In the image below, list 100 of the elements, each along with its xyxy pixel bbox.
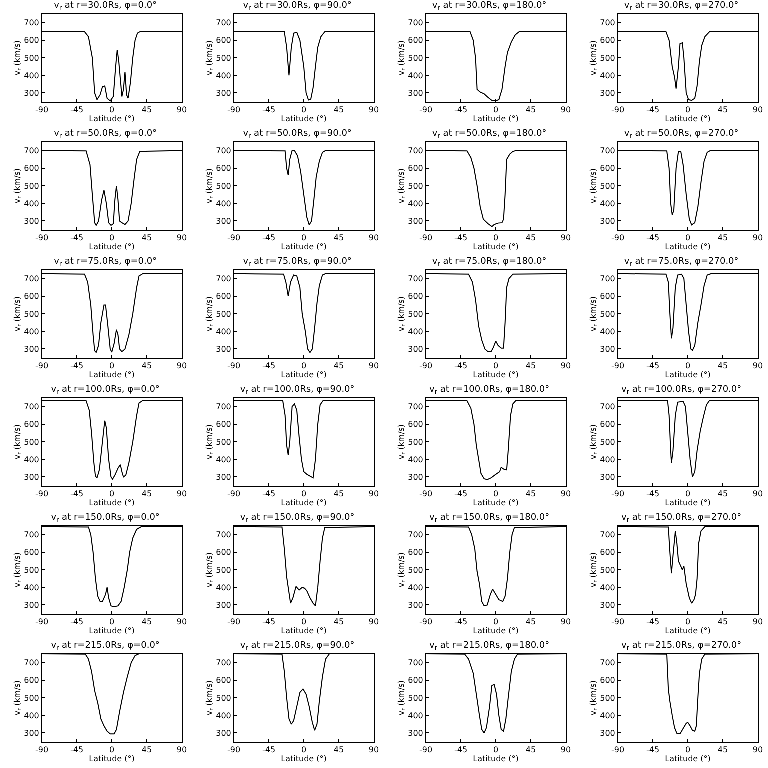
y-tick-label: 700 [408, 18, 424, 28]
x-tick-label: 0 [493, 106, 499, 115]
x-tick-label: 90 [368, 362, 380, 371]
y-tick-label: 400 [24, 711, 40, 720]
x-axis-title: Latitude (°) [473, 626, 519, 636]
x-axis-title: Latitude (°) [473, 114, 519, 124]
y-tick-label: 400 [600, 71, 616, 80]
x-tick-label: 45 [142, 362, 152, 371]
y-tick-label: 700 [600, 274, 616, 284]
y-tick-label: 300 [408, 601, 424, 610]
x-axis-title: Latitude (°) [89, 242, 135, 252]
y-tick-label: 400 [600, 583, 616, 592]
x-tick-label: -90 [35, 618, 49, 627]
x-tick-label: -45 [70, 362, 84, 371]
y-tick-label: 500 [600, 310, 616, 319]
y-tick-label: 400 [24, 455, 40, 464]
y-tick-label: 400 [216, 199, 232, 208]
y-tick-label: 300 [216, 729, 232, 738]
y-tick-label: 400 [216, 455, 232, 464]
x-tick-label: 0 [301, 362, 307, 371]
x-tick-label: 45 [334, 490, 344, 499]
y-tick-label: 300 [408, 345, 424, 354]
y-tick-label: 600 [600, 292, 616, 302]
chart-title: v$_{r}$ at r=150.0Rs, φ=270.0° [622, 513, 742, 524]
x-axis-title: Latitude (°) [473, 370, 519, 380]
x-tick-label: 90 [752, 490, 764, 499]
y-tick-label: 300 [600, 601, 616, 610]
x-tick-label: 90 [560, 106, 572, 115]
y-tick-label: 500 [24, 566, 40, 575]
chart-title: v$_{r}$ at r=215.0Rs, φ=0.0° [51, 641, 160, 652]
x-tick-label: 90 [176, 234, 188, 243]
y-tick-label: 300 [24, 729, 40, 738]
x-tick-label: 0 [493, 490, 499, 499]
x-tick-label: 90 [176, 746, 188, 755]
y-tick-label: 700 [600, 18, 616, 28]
y-tick-label: 700 [216, 658, 232, 668]
x-tick-label: -90 [35, 234, 49, 243]
chart-title: v$_{r}$ at r=50.0Rs, φ=270.0° [624, 129, 739, 140]
x-tick-label: -90 [35, 746, 49, 755]
x-tick-label: -90 [611, 234, 625, 243]
y-tick-label: 500 [24, 694, 40, 703]
y-tick-label: 400 [408, 199, 424, 208]
y-tick-label: 500 [408, 566, 424, 575]
y-tick-label: 400 [600, 711, 616, 720]
x-tick-label: -90 [227, 746, 241, 755]
x-tick-label: -90 [35, 106, 49, 115]
y-tick-label: 600 [216, 548, 232, 558]
y-tick-label: 700 [24, 658, 40, 668]
y-tick-label: 600 [600, 420, 616, 430]
x-tick-label: 45 [718, 106, 728, 115]
x-axis-title: Latitude (°) [665, 754, 711, 764]
x-tick-label: 45 [526, 106, 536, 115]
x-tick-label: 0 [109, 746, 115, 755]
y-tick-label: 400 [408, 455, 424, 464]
x-tick-label: -90 [419, 106, 433, 115]
x-axis-title: Latitude (°) [281, 114, 327, 124]
x-tick-label: 0 [301, 618, 307, 627]
x-axis-title: Latitude (°) [473, 242, 519, 252]
y-tick-label: 300 [216, 473, 232, 482]
y-tick-label: 400 [216, 583, 232, 592]
x-tick-label: -90 [227, 362, 241, 371]
y-tick-label: 400 [24, 327, 40, 336]
y-tick-label: 600 [408, 548, 424, 558]
x-axis-title: Latitude (°) [281, 498, 327, 508]
y-tick-label: 700 [600, 402, 616, 412]
y-tick-label: 600 [600, 36, 616, 46]
x-tick-label: 0 [109, 490, 115, 499]
x-tick-label: -45 [70, 746, 84, 755]
x-tick-label: -45 [454, 234, 468, 243]
x-tick-label: 90 [560, 490, 572, 499]
x-tick-label: -45 [454, 490, 468, 499]
x-axis-title: Latitude (°) [281, 754, 327, 764]
y-tick-label: 400 [600, 455, 616, 464]
x-axis-title: Latitude (°) [665, 114, 711, 124]
y-tick-label: 600 [216, 420, 232, 430]
y-tick-label: 600 [408, 292, 424, 302]
y-tick-label: 400 [408, 711, 424, 720]
y-tick-label: 700 [408, 274, 424, 284]
x-tick-label: 0 [109, 362, 115, 371]
x-tick-label: 90 [560, 746, 572, 755]
chart-title: v$_{r}$ at r=30.0Rs, φ=180.0° [432, 1, 547, 12]
x-axis-title: Latitude (°) [281, 242, 327, 252]
x-tick-label: 45 [142, 490, 152, 499]
x-tick-label: 45 [334, 746, 344, 755]
x-tick-label: -45 [262, 490, 276, 499]
y-tick-label: 300 [216, 217, 232, 226]
y-tick-label: 600 [24, 292, 40, 302]
y-tick-label: 500 [408, 182, 424, 191]
x-axis-title: Latitude (°) [665, 498, 711, 508]
x-tick-label: 90 [752, 618, 764, 627]
x-tick-label: 0 [685, 234, 691, 243]
x-tick-label: 45 [334, 234, 344, 243]
x-tick-label: -90 [35, 362, 49, 371]
y-tick-label: 600 [600, 676, 616, 686]
y-tick-label: 300 [24, 217, 40, 226]
x-axis-title: Latitude (°) [89, 498, 135, 508]
y-tick-label: 700 [216, 530, 232, 540]
x-tick-label: 45 [142, 618, 152, 627]
x-tick-label: 0 [301, 234, 307, 243]
x-tick-label: -45 [646, 746, 660, 755]
